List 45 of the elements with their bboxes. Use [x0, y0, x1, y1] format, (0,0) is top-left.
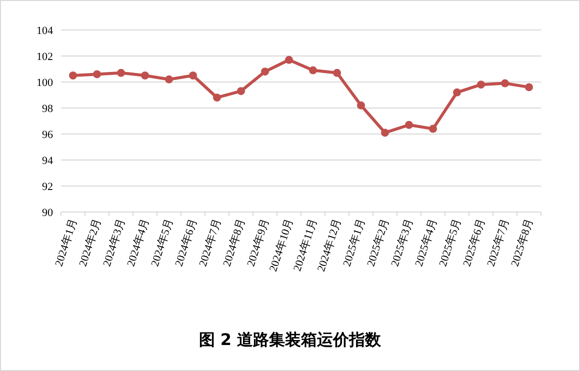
point — [117, 68, 125, 77]
point — [381, 128, 389, 137]
point — [213, 94, 221, 102]
text: 图 2 道路集装箱运价指数 — [198, 330, 382, 349]
point — [405, 120, 413, 129]
point — [357, 101, 365, 110]
point — [285, 56, 293, 64]
x-tick-label: 2025年2月 — [365, 217, 392, 268]
y-tick-label: 90 — [42, 207, 54, 219]
x-tick-label: 2024年2月 — [77, 217, 104, 268]
x-tick-label: 2025年4月 — [413, 217, 440, 268]
x-tick-label: 2024年8月 — [221, 217, 248, 268]
x-tick-label: 2024年1月 — [53, 217, 80, 268]
point — [501, 79, 509, 88]
y-tick-label: 100 — [36, 77, 54, 89]
point — [141, 72, 149, 80]
point — [333, 68, 341, 77]
x-tick-label: 2025年6月 — [461, 217, 488, 268]
point — [93, 70, 101, 78]
y-tick-label: 102 — [36, 51, 53, 63]
x-tick-label: 2025年7月 — [485, 217, 512, 268]
x-tick-label: 2024年5月 — [149, 217, 176, 268]
point — [429, 124, 437, 133]
point — [165, 75, 173, 84]
y-tick-label: 98 — [42, 103, 54, 115]
y-tick-label: 104 — [36, 25, 54, 37]
x-tick-label: 2024年4月 — [125, 217, 152, 268]
x-tick-label: 2025年3月 — [389, 217, 416, 268]
point — [69, 72, 77, 80]
x-tick-label: 2024年6月 — [173, 217, 200, 268]
point — [237, 87, 245, 96]
x-tick-label: 2024年7月 — [197, 217, 224, 268]
x-tick-label: 2025年5月 — [437, 217, 464, 268]
y-tick-label: 96 — [42, 129, 54, 141]
point — [453, 88, 461, 96]
point — [525, 83, 533, 92]
point — [261, 68, 269, 76]
x-tick-label: 2025年1月 — [341, 217, 368, 268]
y-tick-label: 94 — [42, 155, 54, 167]
y-tick-label: 92 — [42, 181, 53, 193]
point — [309, 66, 317, 74]
point — [189, 72, 197, 80]
x-tick-label: 2025年8月 — [509, 217, 536, 268]
x-tick-label: 2024年3月 — [101, 217, 128, 268]
point — [477, 80, 485, 89]
